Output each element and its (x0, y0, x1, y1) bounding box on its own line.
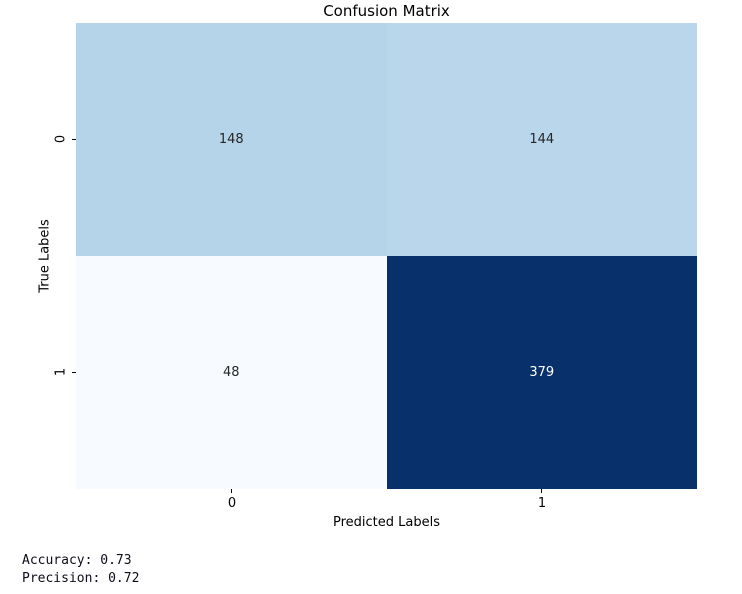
y-tick-mark-0 (72, 139, 76, 140)
heatmap-cell-true1-pred1: 379 (386, 256, 697, 489)
y-tick-label-0: 0 (53, 134, 69, 144)
x-tick-label-0: 0 (227, 496, 237, 511)
metrics-text: Accuracy: 0.73 Precision: 0.72 (22, 552, 139, 588)
x-tick-label-1: 1 (537, 496, 547, 511)
precision-text: Precision: 0.72 (22, 571, 140, 586)
x-axis-label: Predicted Labels (332, 515, 440, 530)
accuracy-text: Accuracy: 0.73 (22, 553, 132, 568)
chart-title: Confusion Matrix (323, 2, 450, 20)
heatmap-cell-true0-pred0: 148 (76, 23, 387, 256)
y-axis-label: True Labels (37, 219, 53, 293)
x-tick-mark-0 (231, 489, 232, 493)
y-tick-label-1: 1 (53, 367, 69, 377)
y-tick-mark-1 (72, 372, 76, 373)
heatmap-cell-true1-pred0: 48 (76, 256, 387, 489)
x-tick-mark-1 (541, 489, 542, 493)
heatmap-cell-true0-pred1: 144 (386, 23, 697, 256)
confusion-matrix-heatmap: 148 144 48 379 (76, 23, 697, 489)
